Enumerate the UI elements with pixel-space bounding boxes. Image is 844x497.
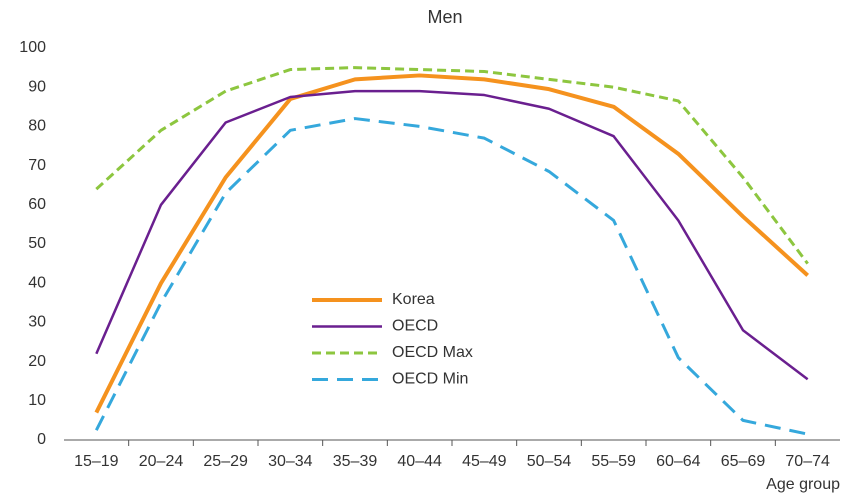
y-tick-label: 10 <box>28 392 46 409</box>
x-tick-label: 40–44 <box>397 453 442 470</box>
y-tick-label: 40 <box>28 274 46 291</box>
series-line <box>94 73 810 414</box>
x-tick-label: 30–34 <box>268 453 313 470</box>
x-tick-label: 25–29 <box>203 453 248 470</box>
chart-title: Men <box>427 7 462 27</box>
x-tick-label: 45–49 <box>462 453 507 470</box>
x-tick-label: 70–74 <box>785 453 830 470</box>
legend-label: OECD <box>392 318 438 335</box>
x-axis-label: Age group <box>766 476 840 493</box>
series-line <box>95 66 809 265</box>
legend-label: Korea <box>392 291 435 308</box>
x-tick-label: 50–54 <box>527 453 572 470</box>
x-tick-label: 65–69 <box>721 453 766 470</box>
y-tick-label: 80 <box>28 118 46 135</box>
legend-label: OECD Max <box>392 344 473 361</box>
x-tick-label: 60–64 <box>656 453 701 470</box>
y-tick-label: 20 <box>28 353 46 370</box>
y-tick-label: 50 <box>28 235 46 252</box>
y-tick-label: 70 <box>28 157 46 174</box>
y-tick-label: 30 <box>28 314 46 331</box>
y-tick-label: 90 <box>28 78 46 95</box>
y-tick-label: 100 <box>19 39 46 56</box>
x-tick-label: 55–59 <box>591 453 636 470</box>
y-tick-label: 0 <box>37 431 46 448</box>
legend-label: OECD Min <box>392 371 468 388</box>
x-tick-label: 20–24 <box>139 453 184 470</box>
x-tick-label: 15–19 <box>74 453 119 470</box>
y-tick-label: 60 <box>28 196 46 213</box>
x-tick-label: 35–39 <box>333 453 378 470</box>
series-line <box>95 89 809 381</box>
series-line <box>94 117 808 436</box>
